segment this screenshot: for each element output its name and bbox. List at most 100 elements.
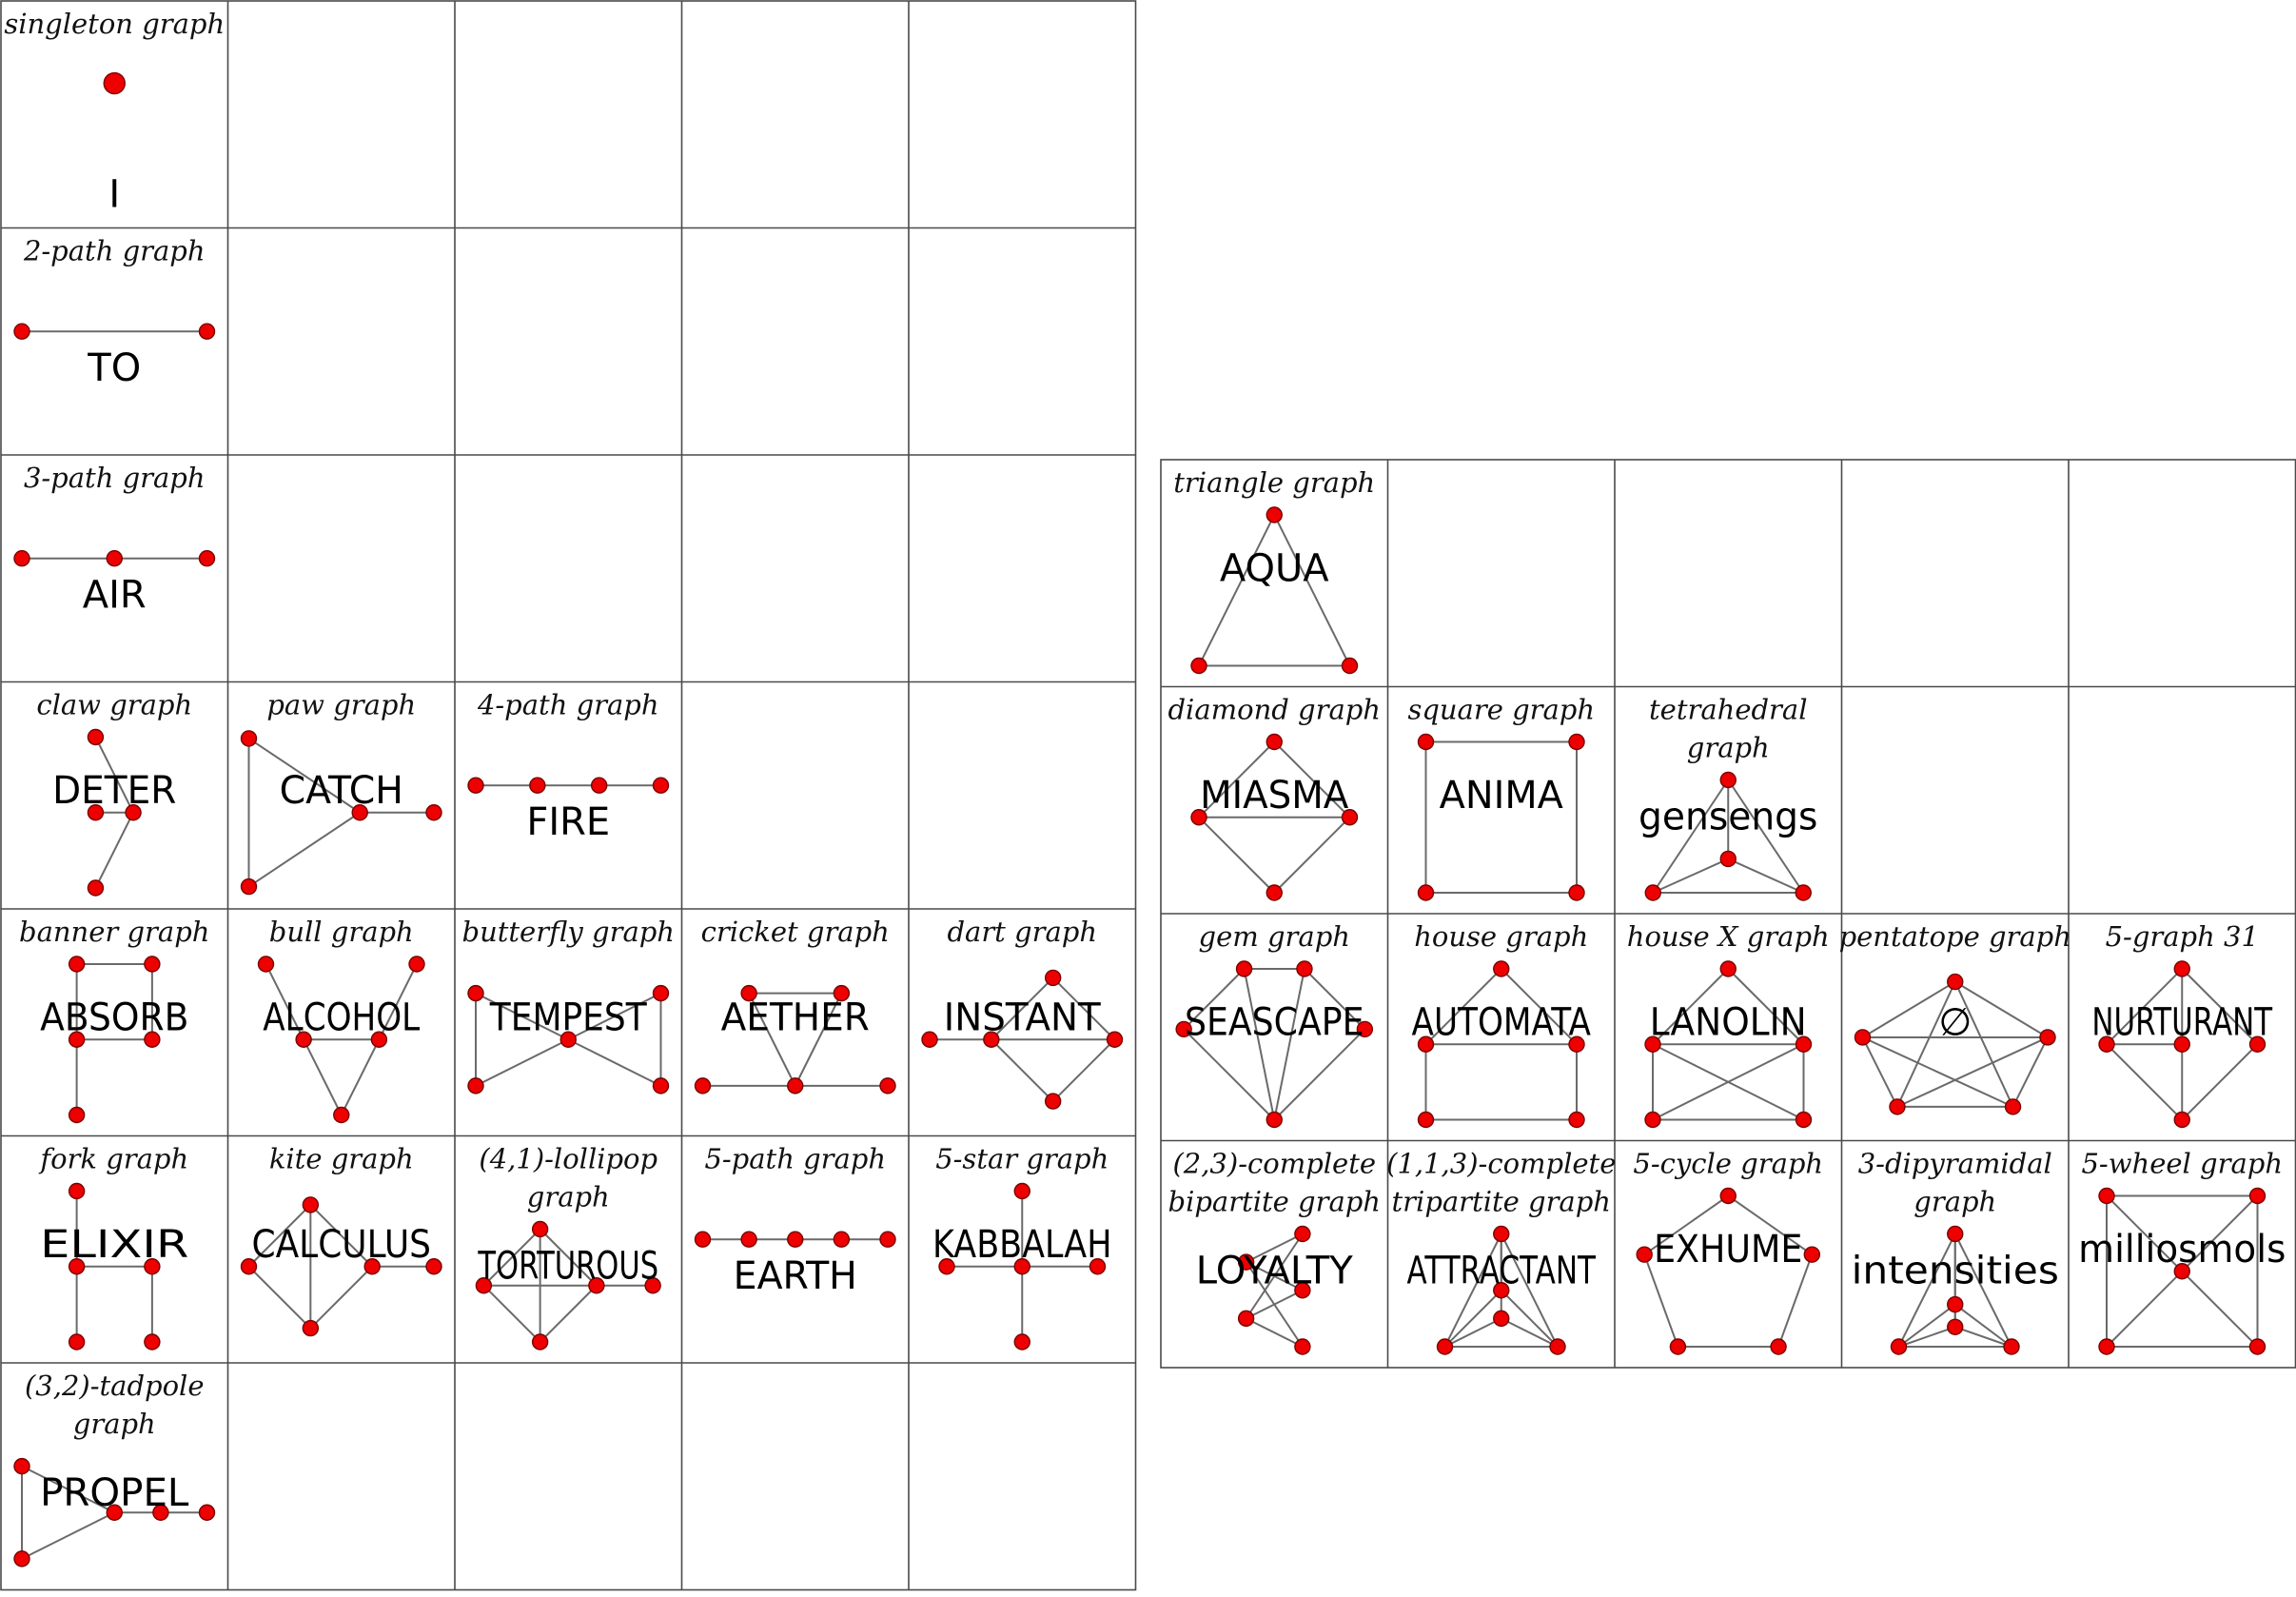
graph-vertex [1294, 1282, 1311, 1299]
graph-vertex [125, 804, 142, 821]
graph-vertex [1235, 960, 1253, 977]
graph-edge [1246, 1289, 1304, 1320]
cell-title: graph [73, 1408, 156, 1440]
cell-word-label: KABBALAH [932, 1223, 1111, 1267]
graph-edge [567, 992, 661, 1041]
graph-vertex [2173, 960, 2190, 977]
graph-vertex [1266, 506, 1283, 523]
graph-vertex [68, 1258, 86, 1275]
graph-vertex [1175, 1020, 1192, 1038]
graph-cell-paw-graph: paw graph CATCH [240, 689, 442, 896]
graph-vertex [106, 550, 123, 567]
graph-vertex [2098, 1187, 2115, 1205]
graph-vertex [2098, 1338, 2115, 1355]
graph-vertex [1644, 1111, 1661, 1129]
graph-vertex [1341, 809, 1359, 826]
graph-edge [21, 1511, 115, 1560]
graph-vertex [787, 1077, 804, 1094]
graph-vertex [1719, 771, 1737, 789]
graph-cell-kite-graph: kite graph CALCULUS [240, 1143, 442, 1337]
graph-vertex [1089, 1258, 1107, 1275]
cell-title: house X graph [1627, 920, 1830, 953]
graph-vertex [2173, 1035, 2190, 1053]
cell-word-label: intensities [1852, 1250, 2059, 1293]
graph-edge [539, 1228, 598, 1287]
graph-vertex [652, 777, 670, 794]
graph-vertex [1947, 1295, 1964, 1313]
cell-word-label: ∅ [1938, 1001, 1972, 1045]
cell-title: tetrahedral [1649, 694, 1807, 726]
graph-edge [265, 963, 305, 1040]
graph-vertex [144, 1333, 161, 1351]
graph-cell-tetrahedral-graph: tetrahedral graph gensengs [1639, 694, 1817, 901]
graph-edge [1652, 858, 1729, 894]
graph-vertex [425, 1258, 442, 1275]
graph-edge [1953, 981, 2014, 1108]
cell-title: cricket graph [701, 916, 890, 948]
graph-vertex [408, 956, 425, 973]
cell-word-label: FIRE [526, 800, 610, 844]
graph-vertex [240, 877, 258, 896]
cell-title: 3-path graph [24, 462, 206, 494]
graph-vertex [1417, 884, 1435, 901]
cell-title: butterfly graph [462, 916, 675, 948]
graph-vertex [87, 728, 105, 746]
cell-title: 5-path graph [704, 1143, 886, 1175]
graph-vertex [1296, 960, 1313, 977]
graph-edge [1727, 779, 1805, 894]
graph-vertex [2248, 1187, 2267, 1205]
graph-vertex [68, 1182, 86, 1200]
graph-edge [1953, 1233, 2012, 1348]
cell-title: 5-star graph [935, 1143, 1109, 1175]
graph-vertex [13, 1550, 30, 1567]
graph-vertex [1803, 1246, 1821, 1263]
graph-cell-4-1-lollipop-graph: (4,1)-lollipop graph TORTUROUS [475, 1143, 661, 1351]
graph-edge [247, 1266, 312, 1330]
graph-vertex [644, 1277, 661, 1294]
graph-edge [991, 976, 1054, 1040]
graph-vertex [106, 1504, 123, 1521]
graph-cell-3-dipyramidal-graph: 3-dipyramidal graph intensities [1852, 1148, 2059, 1355]
graph-vertex [1568, 884, 1585, 901]
cell-title: kite graph [269, 1143, 414, 1175]
cell-word-label: ELIXIR [40, 1223, 188, 1267]
graph-edge [1183, 968, 1246, 1031]
graph-edge [748, 993, 796, 1087]
graph-cell-gem-graph: gem graph SEASCAPE [1175, 920, 1374, 1129]
graph-vertex [370, 1031, 388, 1048]
graph-cell-diamond-graph: diamond graph MIASMA [1168, 694, 1381, 901]
graph-edge [1652, 779, 1730, 894]
cell-title: graph [1913, 1186, 1996, 1218]
graph-vertex [1417, 1035, 1435, 1053]
graph-vertex [1237, 1310, 1255, 1328]
cell-title: banner graph [19, 916, 209, 948]
graph-vertex [1417, 1111, 1435, 1129]
graph-vertex [1568, 1111, 1585, 1129]
graph-vertex [152, 1504, 169, 1521]
graph-edge [309, 1266, 373, 1330]
graph-vertex [921, 1031, 938, 1048]
graph-edge [1273, 817, 1351, 894]
cell-word-label: ABSORB [40, 996, 188, 1040]
cell-word-label: INSTANT [944, 996, 1101, 1040]
graph-vertex [1795, 884, 1812, 901]
graph-vertex [13, 323, 30, 340]
cell-title: diamond graph [1168, 694, 1381, 726]
graph-edge [1273, 1028, 1366, 1121]
graph-vertex [1266, 884, 1283, 901]
graph-vertex [302, 1319, 320, 1337]
graph-vertex [1493, 960, 1510, 977]
graph-edge [1501, 1317, 1559, 1348]
graph-cell-house-graph: house graph AUTOMATA [1412, 920, 1592, 1129]
graph-vertex [2004, 1098, 2022, 1115]
graph-vertex [1568, 1035, 1585, 1053]
graph-vertex [295, 1031, 312, 1048]
graph-cell-claw-graph: claw graph DETER [36, 689, 192, 897]
graph-cell-bull-graph: bull graph ALCOHOL [257, 916, 425, 1124]
graph-vertex [1237, 1253, 1255, 1271]
graph-edge [1897, 1303, 1956, 1348]
graph-cell-cricket-graph: cricket graph AETHER [694, 916, 896, 1094]
graph-edge [1897, 1233, 1956, 1348]
graph-cell-5-graph-31: 5-graph 31 NURTURANT [2091, 920, 2273, 1129]
